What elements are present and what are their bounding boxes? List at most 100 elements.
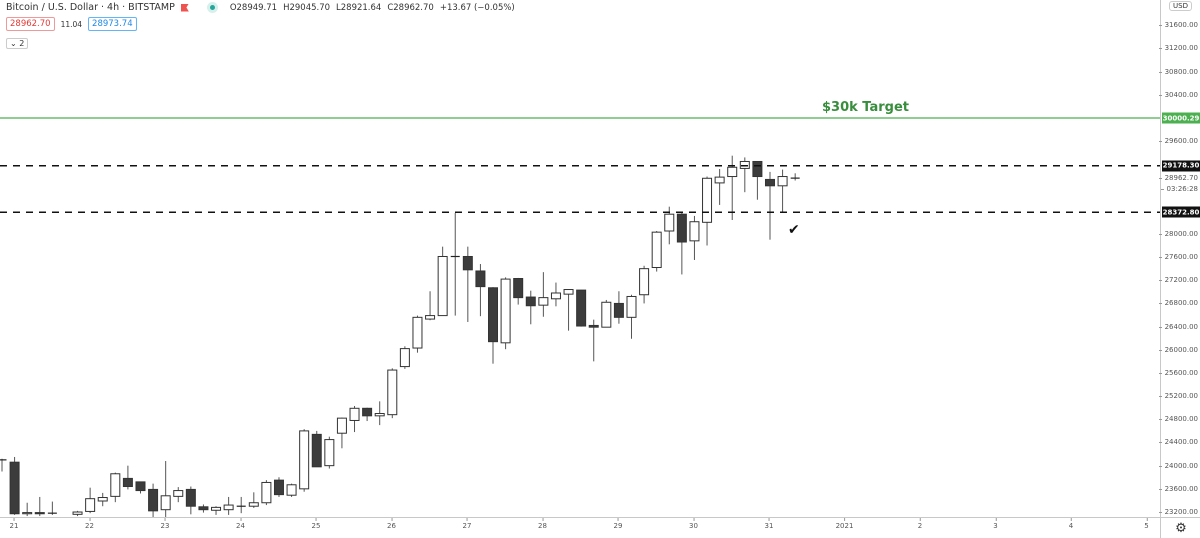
indicator-count: 2 xyxy=(19,39,25,48)
candle[interactable] xyxy=(97,492,108,507)
candle[interactable] xyxy=(500,277,511,350)
target-annotation[interactable]: $30k Target xyxy=(822,100,910,115)
ohlc-low: L28921.64 xyxy=(336,2,382,13)
candle[interactable] xyxy=(525,290,536,325)
candle[interactable] xyxy=(9,456,20,515)
candle[interactable] xyxy=(676,212,687,275)
price-tick-label: 31600.00 xyxy=(1158,21,1198,30)
candle[interactable] xyxy=(576,289,587,327)
chevron-down-icon: ⌄ xyxy=(10,39,17,48)
candle[interactable] xyxy=(286,483,297,497)
candle[interactable] xyxy=(261,480,272,506)
candle[interactable] xyxy=(273,477,284,497)
candle[interactable] xyxy=(777,169,788,213)
candle[interactable] xyxy=(85,487,96,514)
buy-button[interactable]: 28973.74 xyxy=(88,17,137,31)
candle[interactable] xyxy=(173,487,184,503)
time-tick-label: 5 xyxy=(1144,518,1149,530)
candle[interactable] xyxy=(387,368,398,419)
candle[interactable] xyxy=(639,265,650,304)
time-tick-label: 4 xyxy=(1068,518,1074,530)
time-tick-label: 28 xyxy=(538,518,547,530)
candle[interactable] xyxy=(198,504,209,513)
time-tick-label: 30 xyxy=(689,518,698,530)
candle[interactable] xyxy=(0,458,7,472)
candle[interactable] xyxy=(550,282,561,307)
candlestick-plot[interactable] xyxy=(0,0,1160,517)
candle[interactable] xyxy=(538,272,549,317)
candle[interactable] xyxy=(72,510,83,517)
candle[interactable] xyxy=(148,483,159,517)
price-tick-label: 26000.00 xyxy=(1158,345,1198,354)
indicators-toggle-button[interactable]: ⌄ 2 xyxy=(6,38,29,49)
flag-icon[interactable] xyxy=(180,3,189,12)
candle[interactable] xyxy=(475,264,486,317)
candle[interactable] xyxy=(349,405,360,433)
ohlc-open: O28949.71 xyxy=(229,2,278,13)
resistance-price-tag: 29178.30 xyxy=(1162,160,1200,172)
candle[interactable] xyxy=(702,176,713,246)
candle[interactable] xyxy=(110,472,121,503)
candle[interactable] xyxy=(211,506,222,515)
candle[interactable] xyxy=(613,291,624,324)
candle[interactable] xyxy=(135,481,146,494)
checkmark-icon[interactable]: ✔ xyxy=(788,222,800,238)
candle[interactable] xyxy=(22,502,33,517)
price-tick-label: 23200.00 xyxy=(1158,508,1198,516)
chart-pane[interactable]: Bitcoin / U.S. Dollar · 4h · BITSTAMP O2… xyxy=(0,0,1160,517)
candle[interactable] xyxy=(324,436,335,469)
time-tick-label: 31 xyxy=(764,518,774,530)
candle[interactable] xyxy=(47,501,57,515)
candle[interactable] xyxy=(513,277,524,305)
candle[interactable] xyxy=(362,407,373,422)
price-tick-label: 23600.00 xyxy=(1158,484,1198,493)
spread-value: 11.04 xyxy=(60,19,83,29)
candle[interactable] xyxy=(790,173,800,181)
candle[interactable] xyxy=(223,496,234,515)
candle[interactable] xyxy=(752,160,763,200)
price-tick-label: 30800.00 xyxy=(1158,67,1198,76)
time-axis[interactable]: 21 22 23 24 25 26 27 28 29 30 31 2021 2 3 4 5 xyxy=(0,517,1160,538)
price-tick-label: 24800.00 xyxy=(1158,415,1198,424)
time-tick-label: 21 xyxy=(9,518,19,530)
candle[interactable] xyxy=(714,169,725,205)
ohlc-close: C28962.70 xyxy=(387,2,434,13)
candle[interactable] xyxy=(34,496,45,517)
price-axis[interactable]: USD 31600.00 31200.00 30800.00 30400.00 2960… xyxy=(1158,0,1200,517)
price-tick-label: 25600.00 xyxy=(1158,368,1198,377)
candle[interactable] xyxy=(311,430,322,468)
candle[interactable] xyxy=(689,215,700,260)
price-tick-label: 24000.00 xyxy=(1158,461,1198,470)
candle[interactable] xyxy=(399,346,410,369)
candle[interactable] xyxy=(122,465,133,490)
candle[interactable] xyxy=(462,246,473,322)
gear-icon: ⚙ xyxy=(1175,520,1187,536)
symbol-legend[interactable]: Bitcoin / U.S. Dollar · 4h · BITSTAMP O2… xyxy=(6,2,515,13)
symbol-title: Bitcoin / U.S. Dollar · 4h · BITSTAMP xyxy=(6,2,175,13)
candle[interactable] xyxy=(626,294,637,339)
settings-button[interactable]: ⚙ xyxy=(1160,517,1200,538)
candle[interactable] xyxy=(739,157,750,193)
candle[interactable] xyxy=(160,461,171,517)
candle[interactable] xyxy=(563,289,574,331)
candle[interactable] xyxy=(488,287,499,364)
candle[interactable] xyxy=(764,171,775,240)
candle[interactable] xyxy=(588,319,599,362)
time-tick-label: 2 xyxy=(917,518,923,530)
sell-button[interactable]: 28962.70 xyxy=(6,17,55,31)
price-tick-label: 28000.00 xyxy=(1158,229,1198,238)
currency-label[interactable]: USD xyxy=(1169,1,1192,11)
candle[interactable] xyxy=(236,496,246,514)
candle[interactable] xyxy=(412,315,423,353)
candle[interactable] xyxy=(651,230,662,272)
candle[interactable] xyxy=(185,486,196,515)
candle[interactable] xyxy=(374,401,385,426)
candle[interactable] xyxy=(299,429,310,492)
candle[interactable] xyxy=(437,246,448,317)
candle[interactable] xyxy=(336,417,347,449)
candle[interactable] xyxy=(248,492,259,508)
price-tick-label: 24400.00 xyxy=(1158,438,1198,447)
candle[interactable] xyxy=(425,291,436,321)
candle[interactable] xyxy=(601,299,612,328)
candle[interactable] xyxy=(450,213,460,316)
